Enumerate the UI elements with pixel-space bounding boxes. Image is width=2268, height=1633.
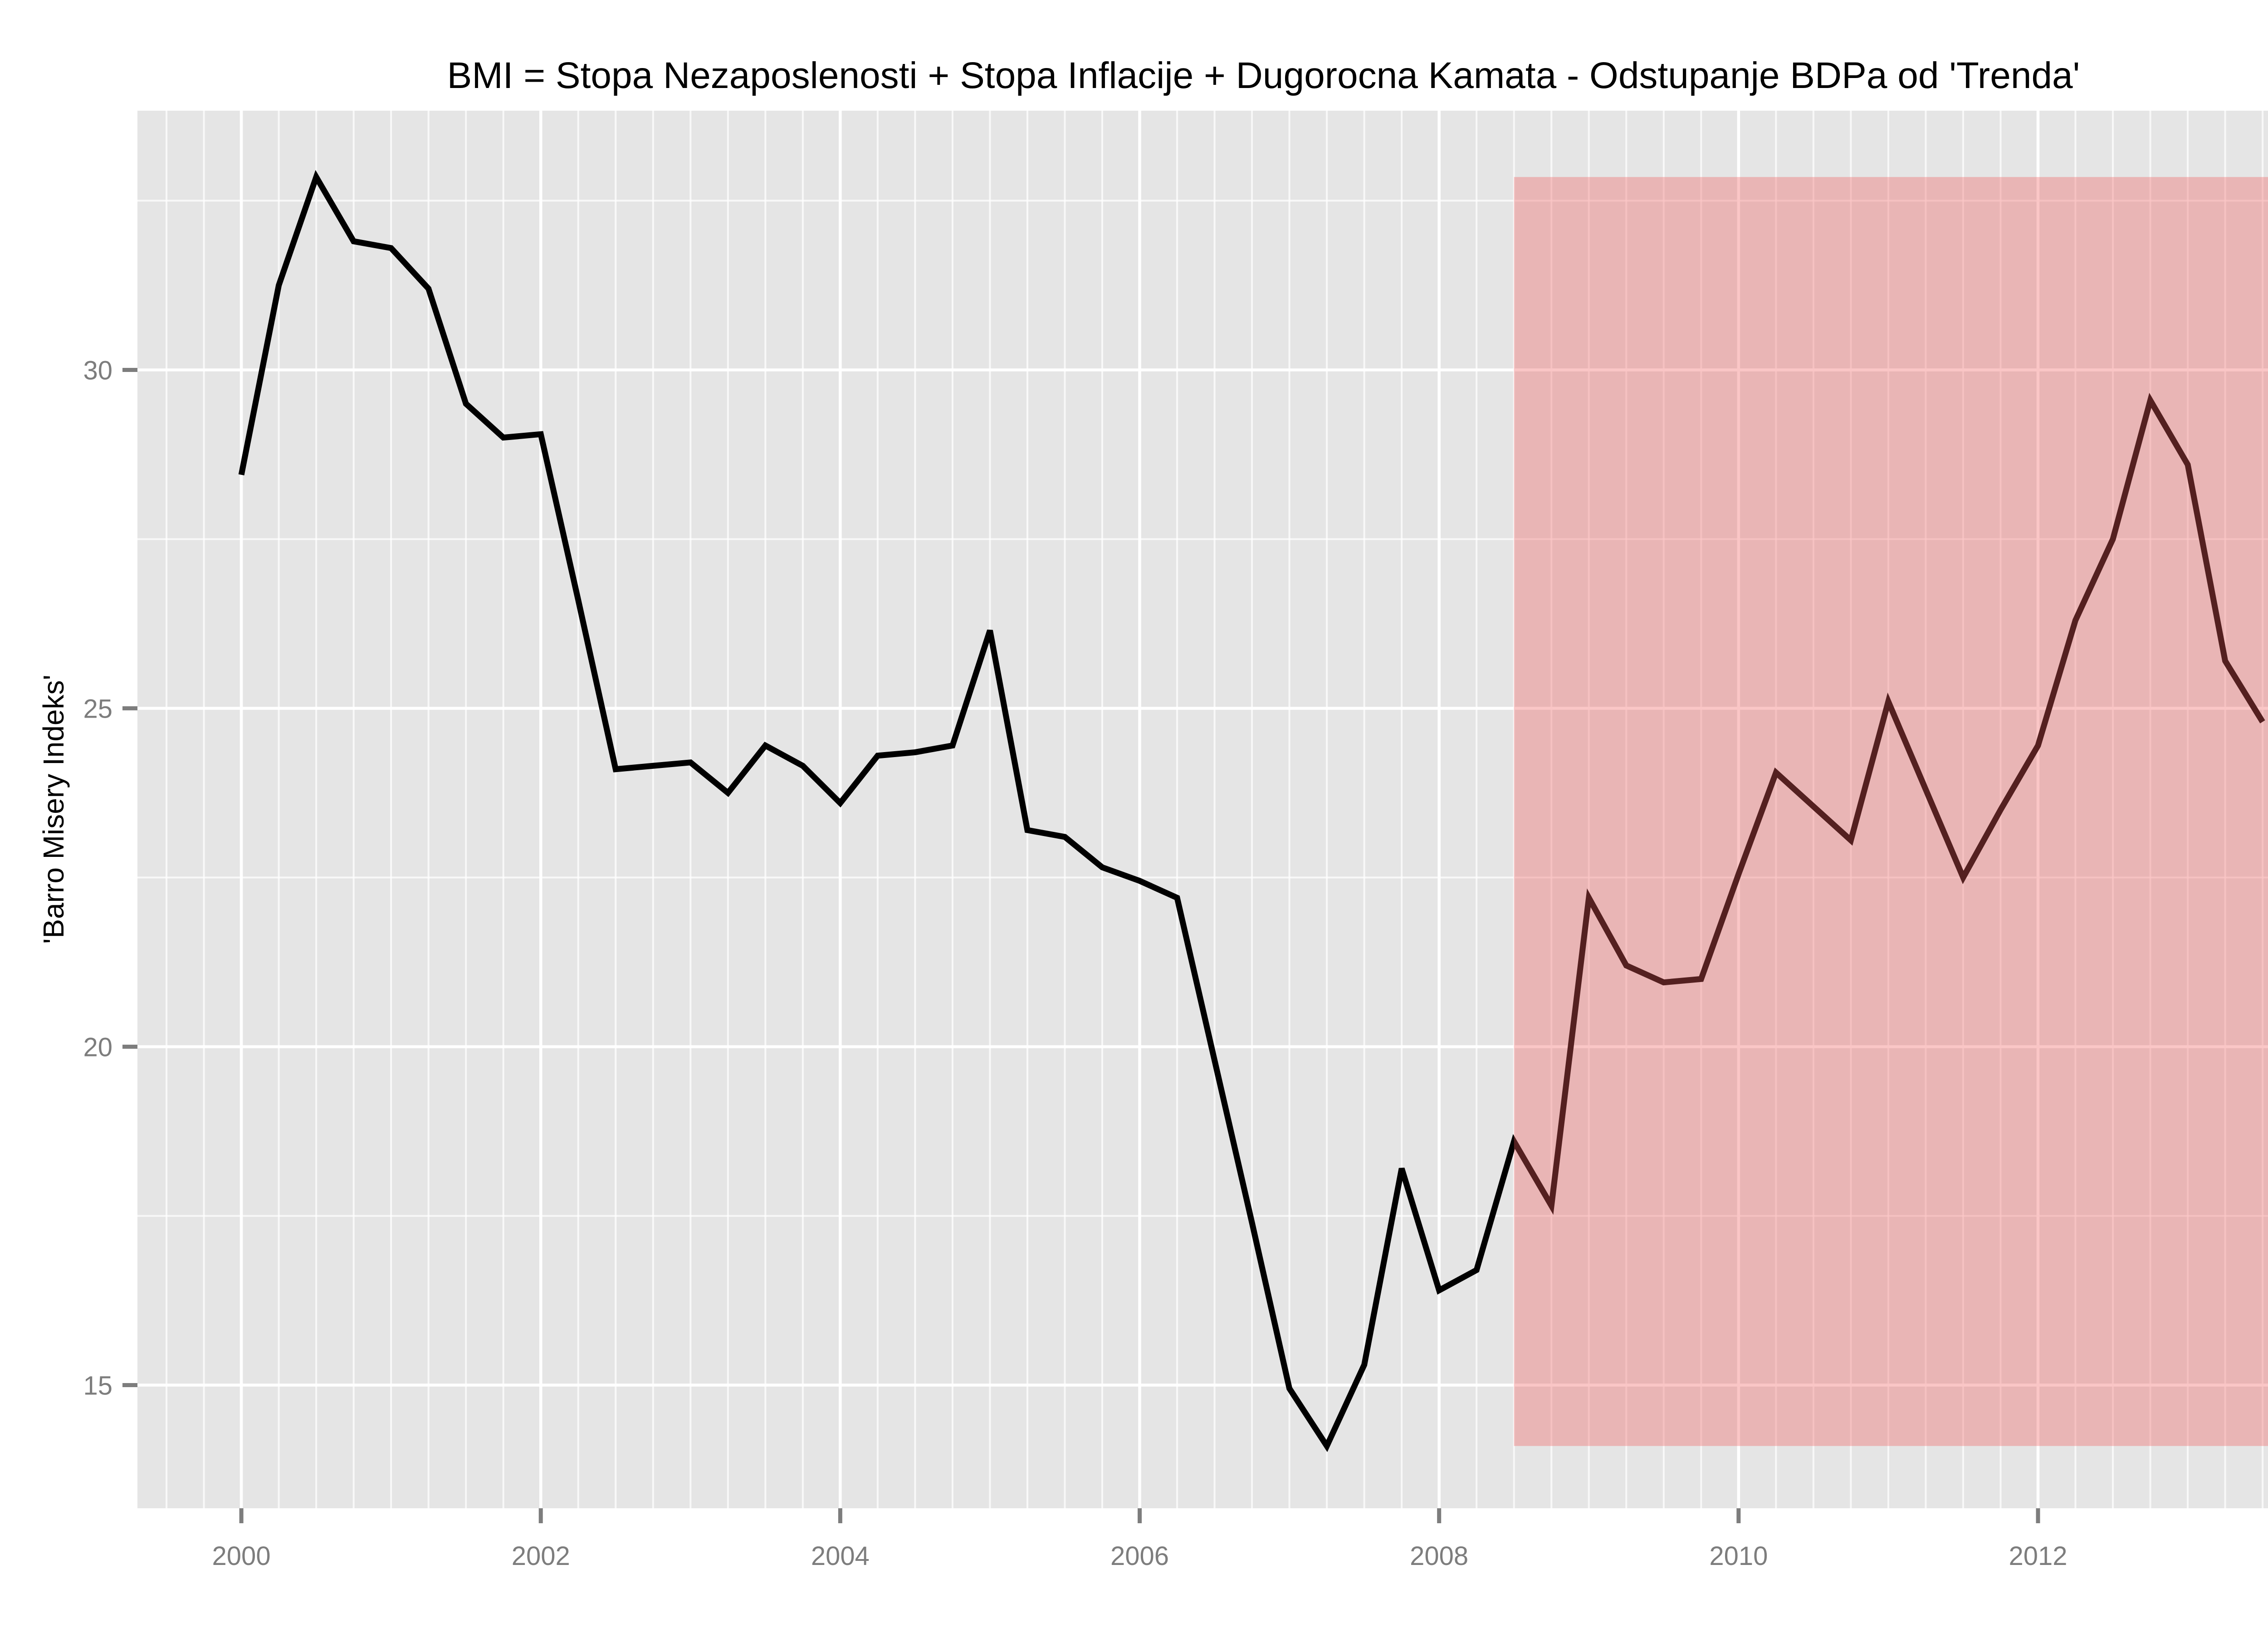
chart-title: BMI = Stopa Nezaposlenosti + Stopa Infla… — [447, 55, 2080, 96]
crisis-band — [1514, 177, 2268, 1446]
x-axis-tick-label: 2000 — [212, 1541, 271, 1571]
panel-background — [137, 111, 2268, 1508]
y-axis-tick-label: 30 — [83, 356, 112, 385]
x-axis-tick-label: 2008 — [1410, 1541, 1468, 1571]
y-axis-tick-label: 25 — [83, 694, 112, 724]
x-axis-tick-label: 2010 — [1709, 1541, 1768, 1571]
y-axis-tick-label: 15 — [83, 1371, 112, 1400]
bmi-series-line — [238, 170, 2265, 1452]
x-axis-tick-label: 2006 — [1110, 1541, 1169, 1571]
x-axis-tick-label: 2012 — [2009, 1541, 2067, 1571]
y-axis-tick-label: 20 — [83, 1032, 112, 1062]
x-axis-tick-label: 2002 — [512, 1541, 570, 1571]
x-axis-tick-label: 2004 — [811, 1541, 870, 1571]
y-axis-title: 'Barro Misery Indeks' — [37, 675, 70, 944]
